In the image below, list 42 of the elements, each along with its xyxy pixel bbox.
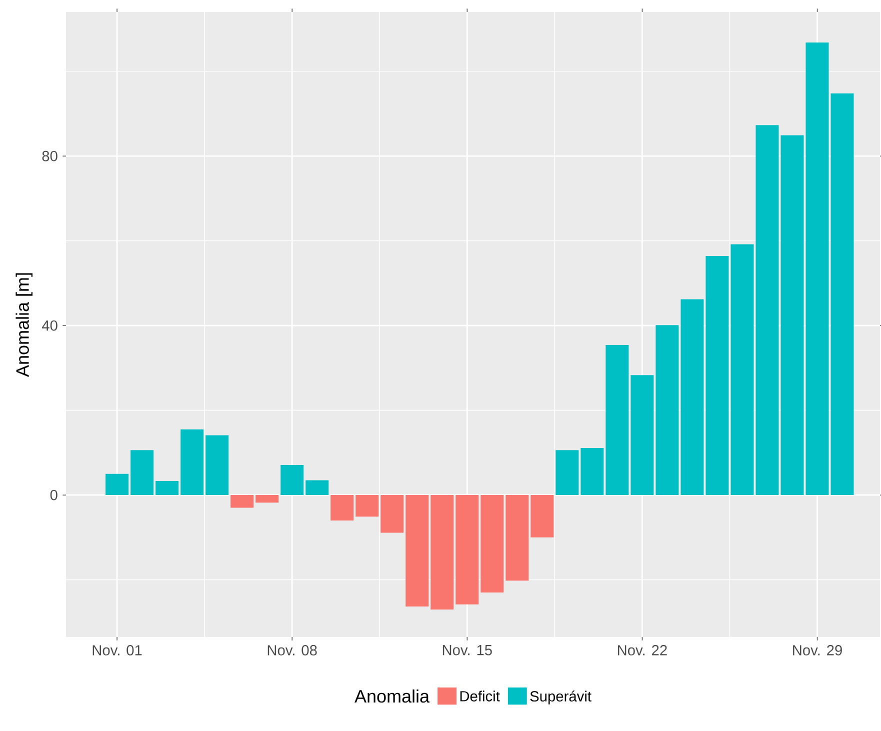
- bar: [306, 480, 329, 496]
- bar: [506, 495, 529, 581]
- legend-title: Anomalia: [354, 689, 430, 703]
- bar: [456, 495, 479, 604]
- x-tick-label: Nov. 01: [92, 645, 142, 656]
- bar: [680, 299, 704, 496]
- bar: [356, 495, 379, 517]
- bar: [380, 495, 404, 533]
- bar: [780, 135, 804, 496]
- x-tick-label: Nov. 15: [442, 645, 492, 656]
- y-tick-label: 40: [42, 320, 58, 331]
- bar: [130, 450, 154, 496]
- bar: [330, 495, 354, 520]
- x-tick-label: Nov. 08: [268, 645, 317, 656]
- bar: [806, 42, 829, 496]
- y-axis-title: Anomalia [m]: [16, 273, 33, 377]
- bar: [280, 464, 304, 496]
- legend-label: Superávit: [530, 690, 592, 704]
- legend-label: Deficit: [460, 690, 500, 702]
- bar: [406, 495, 429, 606]
- bar: [580, 448, 604, 496]
- bar: [530, 495, 554, 538]
- bar: [630, 375, 654, 496]
- bar: [706, 256, 729, 496]
- bar: [756, 125, 779, 496]
- bar: [656, 325, 679, 496]
- bar: [256, 495, 279, 503]
- bar: [430, 495, 454, 610]
- bar: [606, 345, 629, 496]
- bar: [730, 244, 754, 496]
- bar: [180, 429, 204, 496]
- y-tick-label: 80: [42, 150, 58, 162]
- bar: [156, 481, 179, 496]
- y-tick-label: 0: [50, 490, 58, 500]
- bar: [230, 495, 254, 508]
- bar: [480, 495, 504, 592]
- x-tick-label: Nov. 22: [618, 645, 667, 656]
- x-tick-label: Nov. 29: [793, 645, 842, 656]
- bar: [556, 450, 579, 496]
- bar: [106, 474, 129, 496]
- bar: [830, 93, 854, 496]
- bar: [206, 435, 229, 496]
